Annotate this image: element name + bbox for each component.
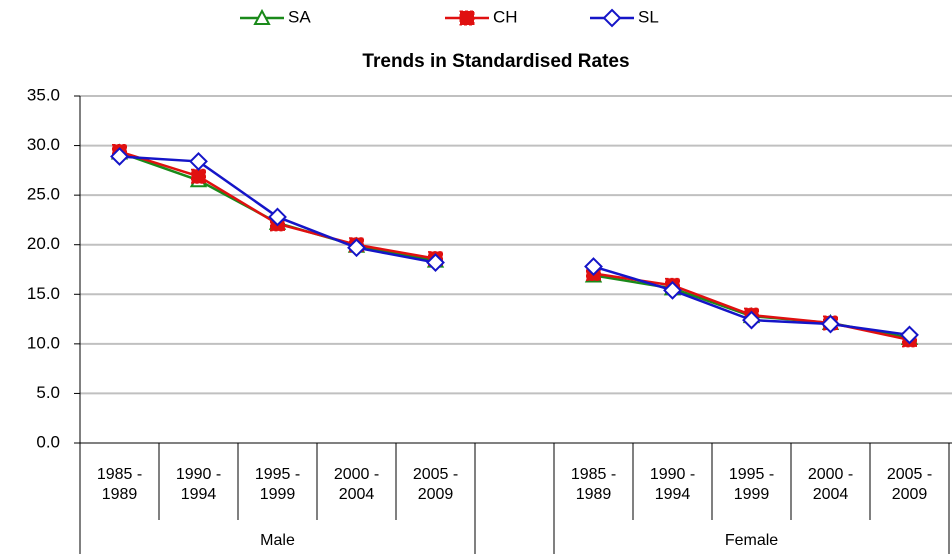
legend-label: SL: [638, 7, 659, 26]
x-tick-label-box: 1990 - 1994: [175, 466, 222, 503]
legend-marker: [253, 8, 271, 25]
x-tick-label-box: 2000 - 2004: [807, 466, 854, 503]
marker: [347, 238, 366, 258]
marker: [663, 280, 682, 300]
legend-label: SA: [288, 7, 311, 26]
x-tick-label: 1990 - 1994: [175, 466, 222, 503]
x-tick-label: 1990 - 1994: [649, 466, 696, 503]
group-label: Male: [260, 532, 295, 549]
legend-label: CH: [493, 7, 518, 26]
marker: [189, 152, 208, 171]
marker: [742, 310, 761, 330]
x-tick-label-box: 1985 - 1989: [96, 466, 143, 503]
chart-title: Trends in Standardised Rates: [362, 51, 629, 72]
x-tick-label: 2000 - 2004: [333, 466, 380, 503]
marker: [191, 168, 206, 184]
legend-marker: [602, 8, 622, 28]
y-tick-label: 20.0: [27, 234, 60, 253]
x-tick-label-box: 2000 - 2004: [333, 466, 380, 503]
y-tick-label: 10.0: [27, 333, 60, 352]
x-tick-label: 1985 - 1989: [570, 466, 617, 503]
x-tick-label-box: 1985 - 1989: [570, 466, 617, 503]
x-tick-label: 1995 - 1999: [254, 466, 301, 503]
marker: [900, 325, 919, 345]
marker: [426, 253, 445, 272]
marker: [821, 314, 840, 334]
y-tick-label: 15.0: [27, 284, 60, 303]
x-tick-label-box: 1995 - 1999: [728, 466, 775, 503]
x-tick-label-box: 2005 - 2009: [412, 466, 459, 503]
y-tick-label: 35.0: [27, 85, 60, 104]
x-tick-label: 2005 - 2009: [412, 466, 459, 503]
y-tick-label: 5.0: [36, 383, 60, 402]
x-tick-label: 1995 - 1999: [728, 466, 775, 503]
y-tick-label: 0.0: [36, 432, 60, 451]
x-tick-label: 1985 - 1989: [96, 466, 143, 503]
legend-marker: [459, 10, 475, 26]
x-tick-label-box: 1995 - 1999: [254, 466, 301, 503]
marker: [584, 257, 603, 276]
y-tick-label: 30.0: [27, 135, 60, 154]
x-tick-label: 2000 - 2004: [807, 466, 854, 503]
marker: [268, 207, 287, 227]
group-label: Female: [725, 532, 778, 549]
x-tick-label-box: 2005 - 2009: [886, 466, 933, 503]
y-tick-label: 25.0: [27, 185, 60, 204]
series-line: [119, 150, 436, 260]
x-tick-label-box: 1990 - 1994: [649, 466, 696, 503]
x-tick-label: 2005 - 2009: [886, 466, 933, 503]
marker: [110, 147, 129, 166]
